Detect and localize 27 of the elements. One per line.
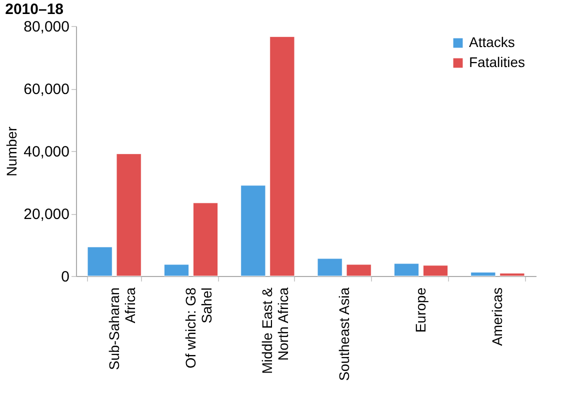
x-tick-label: Americas <box>489 288 506 346</box>
legend-label: Fatalities <box>469 54 526 70</box>
bar <box>192 202 218 276</box>
x-tick-label: Middle East & North Africa <box>259 286 292 374</box>
y-tick-label: 20,000 <box>24 206 70 223</box>
bar <box>87 246 112 276</box>
bar <box>346 264 372 276</box>
bar <box>500 272 525 276</box>
x-tick-label: Southeast Asia <box>336 287 352 381</box>
y-axis-title: Number <box>4 126 20 176</box>
legend-label: Attacks <box>469 34 515 50</box>
y-tick-label: 60,000 <box>24 81 70 98</box>
chart-title: 2010–18 <box>5 1 64 18</box>
bar <box>164 264 190 276</box>
bar <box>317 258 342 276</box>
bar <box>470 272 496 276</box>
bar <box>240 185 266 276</box>
bar <box>270 36 295 276</box>
x-tick-label: Sub-Saharan Africa <box>106 287 138 370</box>
x-tick-label: Of which: G8 Sahel <box>182 287 214 368</box>
y-tick-label: 80,000 <box>24 18 70 36</box>
bar <box>116 154 142 276</box>
bar <box>394 263 420 276</box>
bar <box>422 265 448 276</box>
y-tick-label: 40,000 <box>24 144 70 160</box>
x-tick-label: Europe <box>412 287 428 333</box>
y-tick-label: 0 <box>61 268 70 286</box>
